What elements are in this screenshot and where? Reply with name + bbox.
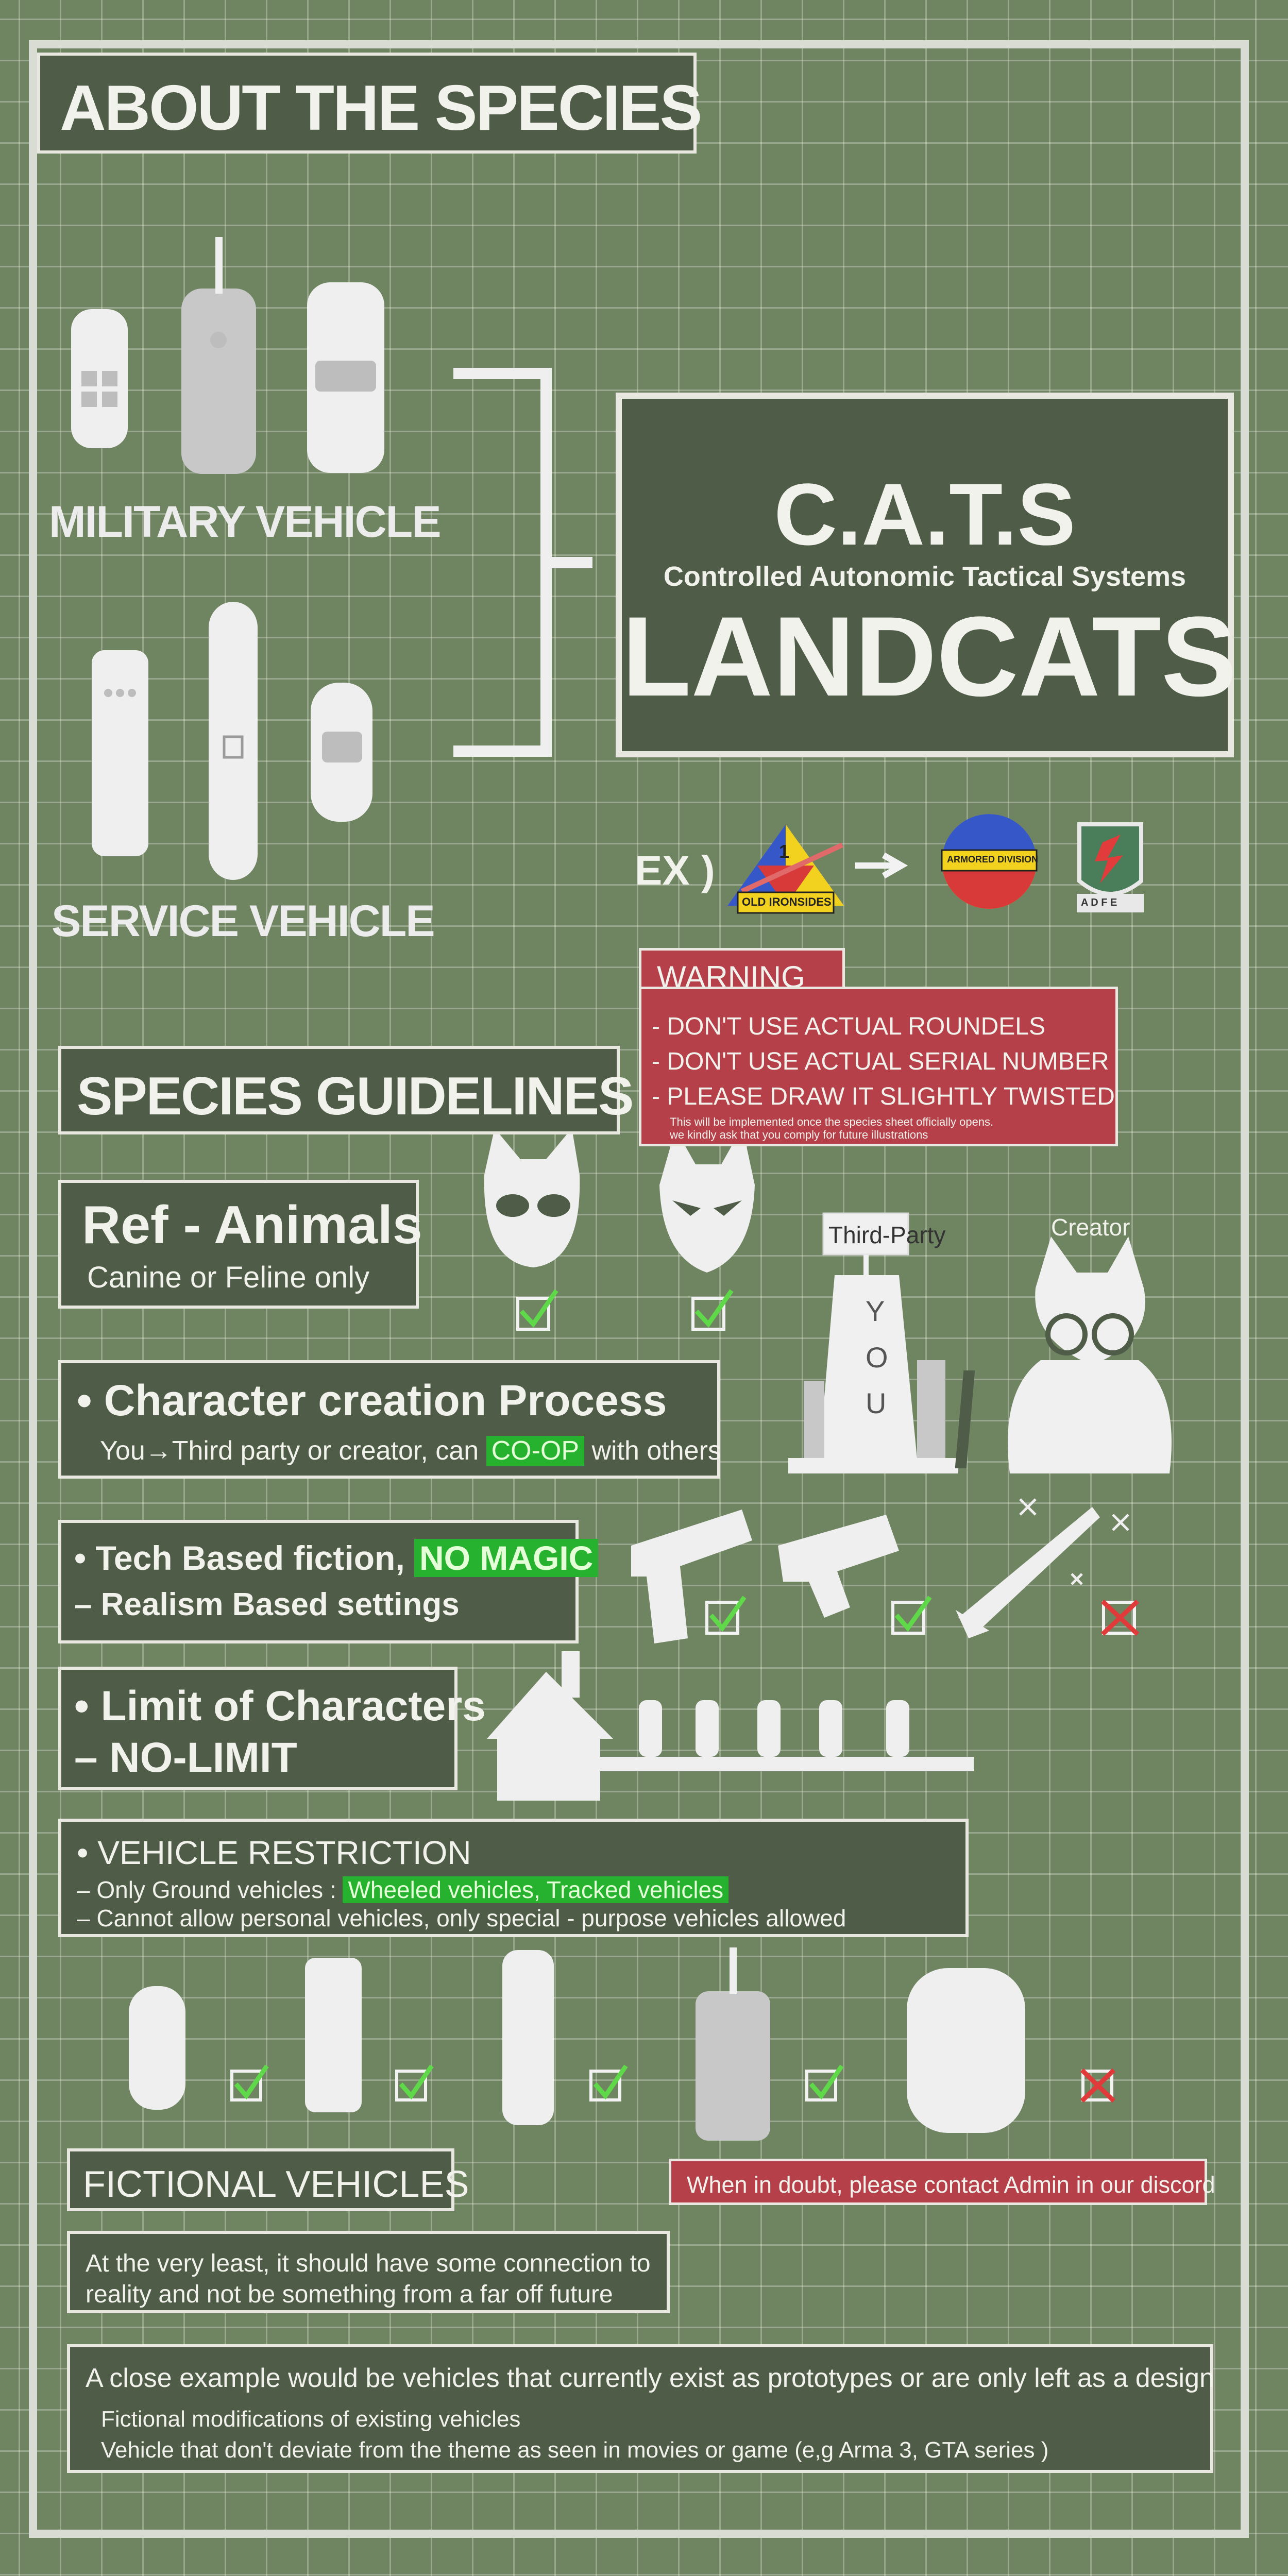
military-vehicle-icons <box>71 237 384 474</box>
insignia-2-text: ARMORED DIVISION <box>947 854 1039 865</box>
about-title: ABOUT THE SPECIES <box>60 73 702 144</box>
contact-box: When in doubt, please contact Admin in o… <box>669 2159 1215 2205</box>
fictional-note-line2: reality and not be something from a far … <box>86 2281 613 2308</box>
character-creation-suffix: with others <box>584 1436 721 1466</box>
guidelines-title: SPECIES GUIDELINES <box>77 1066 634 1126</box>
tech-box: • Tech Based fiction, NO MAGIC – Realism… <box>58 1520 599 1643</box>
guidelines-title-box: SPECIES GUIDELINES <box>58 1046 634 1134</box>
tech-line: – Realism Based settings <box>74 1587 460 1622</box>
check-mark-icons <box>234 1289 932 2100</box>
third-party-sign: Third-Party <box>828 1222 946 1248</box>
service-vehicle-label: SERVICE VEHICLE <box>52 896 435 946</box>
allowed-vehicle-icons <box>129 1947 1025 2141</box>
character-creation-line: You→Third party or creator, can CO-OP wi… <box>100 1435 721 1466</box>
character-creation-title: • Character creation Process <box>77 1376 667 1425</box>
vehicle-restriction-line1-prefix: – Only Ground vehicles : <box>77 1876 343 1903</box>
fictional-title: FICTIONAL VEHICLES <box>83 2164 469 2205</box>
wheeled-tracked-highlight: Wheeled vehicles, Tracked vehicles <box>343 1876 729 1903</box>
character-creation-prefix: You→Third party or creator, can <box>100 1436 486 1466</box>
fictional-note-box: At the very least, it should have some c… <box>67 2231 670 2313</box>
tower-text: Y O U <box>866 1288 888 1427</box>
about-title-box: ABOUT THE SPECIES <box>37 53 702 154</box>
vehicle-restriction-box: • VEHICLE RESTRICTION – Only Ground vehi… <box>58 1819 969 1937</box>
insignia-1 <box>727 824 844 914</box>
cats-name: LANDCATS <box>622 593 1237 720</box>
character-creation-box: • Character creation Process You→Third p… <box>58 1360 721 1479</box>
service-vehicle-icons <box>92 602 372 880</box>
warning-item-3: - PLEASE DRAW IT SLIGHTLY TWISTED <box>652 1083 1115 1110</box>
page-frame <box>29 40 1249 2538</box>
insignia-3-text: A D F E <box>1081 897 1117 908</box>
fictional-title-box: FICTIONAL VEHICLES <box>67 2148 469 2211</box>
arrow-icon <box>855 852 908 879</box>
warning-item-1: - DON'T USE ACTUAL ROUNDELS <box>652 1013 1045 1040</box>
character-icons <box>639 1700 909 1757</box>
limit-title: • Limit of Characters <box>74 1683 486 1730</box>
fictional-note-line1: At the very least, it should have some c… <box>86 2250 651 2277</box>
military-detail <box>81 332 376 407</box>
fictional-example-line1: Fictional modifications of existing vehi… <box>101 2406 521 2432</box>
cross-mark-icons <box>1080 1599 1140 2103</box>
limit-line: – NO-LIMIT <box>74 1734 297 1781</box>
dog-head-icon <box>659 1123 755 1273</box>
cat-head-icon <box>484 1128 580 1267</box>
creator-cat-icon <box>1008 1236 1172 1473</box>
third-party-tower <box>788 1212 958 1473</box>
bracket <box>453 368 592 757</box>
creator-sign: Creator <box>1051 1214 1130 1241</box>
ref-animals-box: Ref - Animals Canine or Feline only <box>58 1180 422 1309</box>
tech-title: • Tech Based fiction, NO MAGIC <box>74 1539 599 1577</box>
creator-tie <box>955 1370 975 1468</box>
military-vehicle-label: MILITARY VEHICLE <box>49 497 442 547</box>
contact-text: When in doubt, please contact Admin in o… <box>687 2172 1215 2198</box>
house-icon <box>487 1651 974 1801</box>
insignia-2 <box>941 814 1038 909</box>
ref-animals-subtitle: Canine or Feline only <box>87 1261 370 1294</box>
vehicle-restriction-line2: – Cannot allow personal vehicles, only s… <box>77 1905 846 1931</box>
limit-box: • Limit of Characters – NO-LIMIT <box>58 1667 486 1790</box>
warning-box: - DON'T USE ACTUAL ROUNDELS - DON'T USE … <box>639 987 1118 1146</box>
checkbox-icons <box>230 1297 1136 2102</box>
example-label: EX ) <box>635 848 715 893</box>
pistol-icon <box>631 1510 752 1643</box>
sword-icon <box>956 1507 1100 1638</box>
rifle-pistol-icon <box>778 1515 899 1618</box>
no-magic-highlight: NO MAGIC <box>414 1539 599 1577</box>
warning-item-2: - DON'T USE ACTUAL SERIAL NUMBER <box>652 1048 1109 1075</box>
cats-acronym: C.A.T.S <box>774 466 1076 564</box>
ref-animals-title: Ref - Animals <box>82 1195 422 1255</box>
vehicle-restriction-line1: – Only Ground vehicles : Wheeled vehicle… <box>77 1876 729 1904</box>
cats-box: C.A.T.S Controlled Autonomic Tactical Sy… <box>616 393 1237 757</box>
cats-full-name: Controlled Autonomic Tactical Systems <box>663 561 1187 592</box>
fictional-example-title: A close example would be vehicles that c… <box>86 2363 1214 2393</box>
coop-highlight: CO-OP <box>486 1436 585 1466</box>
tech-title-prefix: • Tech Based fiction, <box>74 1539 414 1577</box>
insignia-1-text: OLD IRONSIDES <box>742 895 832 908</box>
fictional-example-line2: Vehicle that don't deviate from the them… <box>101 2437 1049 2463</box>
insignia-3 <box>1077 822 1144 912</box>
vehicle-restriction-title: • VEHICLE RESTRICTION <box>77 1834 471 1871</box>
warning-note-2: we kindly ask that you comply for future… <box>670 1128 928 1141</box>
insignia-1-number: 1 <box>779 841 790 862</box>
fictional-example-box: A close example would be vehicles that c… <box>67 2344 1214 2473</box>
warning-note-1: This will be implemented once the specie… <box>670 1115 994 1128</box>
